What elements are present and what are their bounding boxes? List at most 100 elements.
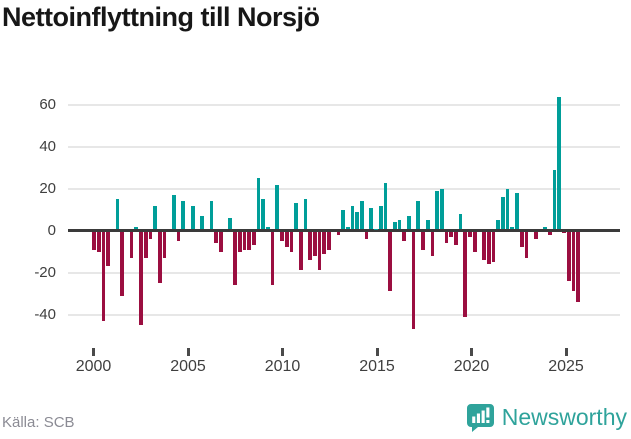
source-label: Källa: SCB xyxy=(2,414,75,431)
bar xyxy=(148,232,153,240)
bar xyxy=(548,232,552,235)
bar xyxy=(157,232,162,284)
bar xyxy=(341,209,345,230)
x-tick-mark xyxy=(564,348,568,356)
bar xyxy=(251,232,256,246)
bar xyxy=(496,220,501,230)
bar xyxy=(524,232,529,258)
bar xyxy=(101,232,106,321)
bar xyxy=(247,232,251,250)
bar xyxy=(200,216,204,230)
x-tick-mark xyxy=(375,348,379,356)
gridline xyxy=(68,145,620,148)
bar xyxy=(501,197,505,230)
bar xyxy=(256,178,261,230)
bar xyxy=(190,205,195,230)
bar xyxy=(284,232,289,248)
bar xyxy=(378,205,383,230)
newsworthy-speech-bubble-bar-chart-icon xyxy=(465,402,496,433)
x-tick-label: 2025 xyxy=(548,358,584,375)
y-tick-label: 20 xyxy=(39,179,56,197)
bar xyxy=(449,232,454,237)
bar xyxy=(162,232,167,258)
bar xyxy=(303,199,308,230)
gridline xyxy=(68,104,620,106)
bar xyxy=(519,232,524,248)
bar xyxy=(552,169,557,230)
bar xyxy=(543,226,548,230)
y-tick-label: 60 xyxy=(39,96,56,113)
bar xyxy=(294,203,298,230)
bar xyxy=(120,232,125,296)
bar xyxy=(172,195,176,230)
bar xyxy=(383,182,388,230)
bar xyxy=(280,232,284,242)
bar xyxy=(407,216,411,230)
x-tick-mark xyxy=(186,348,190,356)
bar xyxy=(468,232,472,237)
x-tick-mark xyxy=(470,348,473,356)
bar xyxy=(336,232,341,235)
bar xyxy=(439,188,444,230)
bar xyxy=(421,232,425,250)
newsworthy-logo[interactable]: Newsworthy xyxy=(465,402,627,433)
x-tick-label: 2000 xyxy=(75,358,112,375)
bar xyxy=(266,226,270,230)
x-tick-label: 2010 xyxy=(264,358,301,375)
bar xyxy=(566,232,571,281)
bar xyxy=(374,228,378,230)
y-tick-label: 40 xyxy=(39,137,56,155)
chart-title: Nettoinflyttning till Norsjö xyxy=(2,2,320,32)
bar xyxy=(562,232,566,233)
x-tick-label: 2020 xyxy=(453,358,490,375)
bar xyxy=(482,232,486,261)
y-tick-label: -40 xyxy=(34,305,56,323)
bar xyxy=(298,232,303,271)
bar xyxy=(106,232,110,267)
bar xyxy=(270,232,275,286)
bar xyxy=(228,218,233,230)
bar xyxy=(96,232,101,252)
bar xyxy=(444,232,449,244)
bar xyxy=(416,201,421,230)
bar xyxy=(435,190,439,230)
x-tick-mark xyxy=(92,348,95,356)
bar xyxy=(571,232,576,292)
bar xyxy=(472,232,477,252)
bar xyxy=(233,232,237,286)
bar xyxy=(402,232,407,242)
bar xyxy=(364,232,369,240)
y-tick-label: -20 xyxy=(34,263,56,281)
bar xyxy=(219,232,223,252)
bar xyxy=(209,201,214,230)
bar xyxy=(289,232,294,252)
bar xyxy=(350,205,355,230)
bar xyxy=(355,211,360,230)
gridline xyxy=(68,187,620,190)
bar xyxy=(242,232,247,250)
bar xyxy=(261,199,266,230)
bar xyxy=(176,232,181,242)
bar xyxy=(129,232,134,258)
bar xyxy=(143,232,148,258)
bar xyxy=(134,226,139,230)
bar xyxy=(515,192,519,230)
bar xyxy=(237,232,242,252)
bar xyxy=(327,232,331,250)
bar xyxy=(533,232,538,240)
bar xyxy=(458,213,463,230)
bar xyxy=(425,220,430,230)
bar xyxy=(322,232,327,254)
y-tick-label: 0 xyxy=(47,221,56,239)
x-tick-label: 2015 xyxy=(359,358,395,375)
bar xyxy=(392,222,397,230)
bar-chart: 60 40 20 0 -20 -40 2000 2005 2010 2015 2020 2025 xyxy=(34,96,620,375)
bar xyxy=(139,232,143,325)
bar xyxy=(181,201,186,230)
bar xyxy=(491,232,496,263)
zero-axis-line xyxy=(68,229,620,233)
bar xyxy=(275,184,280,230)
bar xyxy=(313,232,317,256)
bar xyxy=(557,96,562,230)
bar xyxy=(388,232,392,292)
